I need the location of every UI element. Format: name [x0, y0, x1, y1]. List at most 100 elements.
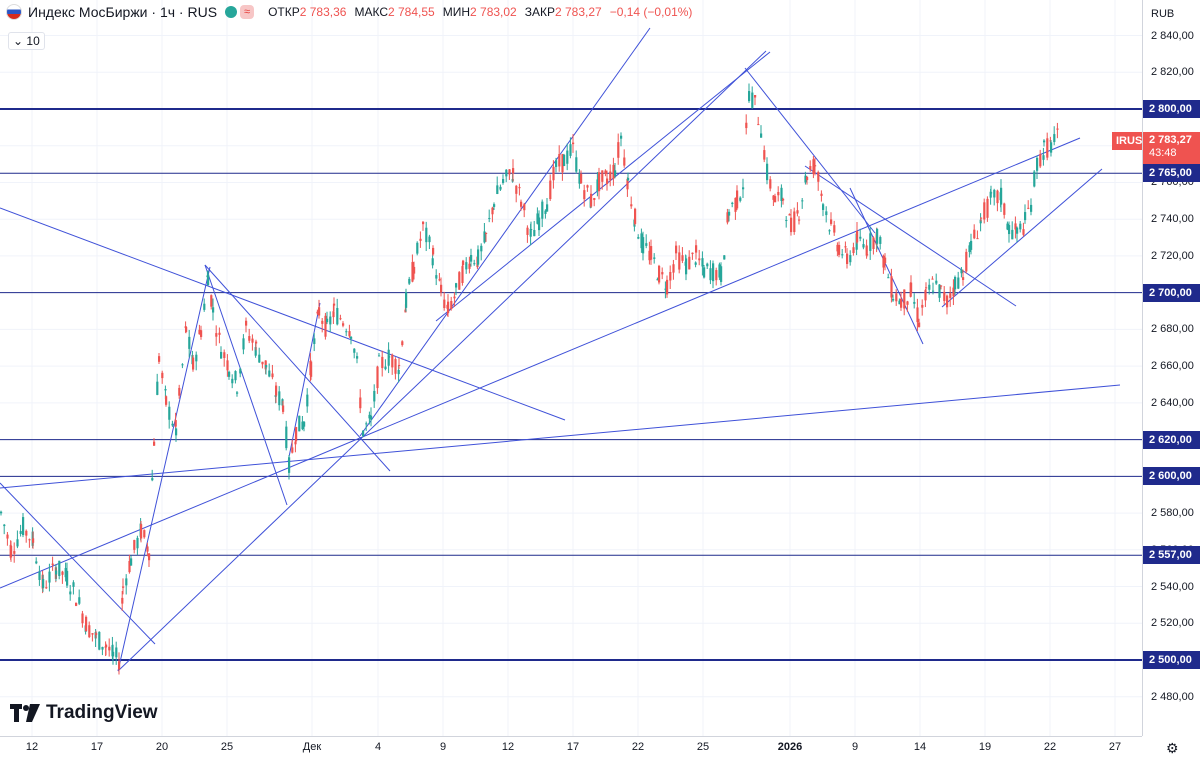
trend-line[interactable]	[849, 187, 924, 345]
candle-body	[1024, 212, 1027, 221]
price-chart[interactable]	[0, 0, 1142, 736]
candle-body	[1003, 203, 1006, 215]
candle-body	[248, 336, 251, 341]
candle-body	[688, 256, 691, 270]
candle-body	[165, 396, 168, 405]
market-status-icon[interactable]	[225, 6, 238, 18]
candle-body	[575, 157, 578, 172]
level-label: 2 600,00	[1143, 467, 1200, 486]
candle-body	[935, 280, 938, 284]
candle-body	[766, 163, 769, 181]
candle-body	[195, 354, 198, 362]
candle-body	[362, 430, 365, 436]
trend-line[interactable]	[435, 51, 771, 322]
candle-body	[156, 381, 159, 395]
tradingview-logo[interactable]: TradingView	[10, 702, 158, 724]
candle-body	[122, 586, 125, 588]
candle-body	[736, 190, 739, 209]
candle-body	[192, 357, 195, 370]
time-tick-label: 19	[978, 741, 992, 753]
time-tick-label: 22	[631, 741, 645, 753]
candle-body	[526, 227, 529, 235]
candle-body	[642, 237, 645, 254]
trend-line[interactable]	[804, 165, 1017, 307]
candle-body	[698, 258, 701, 261]
candle-body	[285, 426, 288, 449]
candle-body	[774, 196, 777, 203]
delay-badge[interactable]: ≈	[240, 5, 255, 19]
candle-body	[95, 633, 98, 635]
candle-body	[485, 232, 488, 234]
candle-body	[158, 356, 161, 362]
candle-body	[681, 255, 684, 261]
trend-line[interactable]	[0, 384, 1121, 489]
candle-body	[215, 333, 218, 337]
trend-line[interactable]	[287, 302, 321, 463]
trend-line[interactable]	[0, 137, 1081, 589]
candle-body	[333, 303, 336, 306]
candle-body	[726, 212, 729, 223]
candle-body	[596, 179, 599, 192]
candle-body	[536, 213, 539, 224]
candle-body	[990, 192, 993, 194]
candle-body	[496, 185, 499, 195]
candle-body	[359, 397, 362, 409]
candle-body	[943, 291, 946, 301]
trend-line[interactable]	[0, 207, 566, 421]
currency-label[interactable]: RUB	[1151, 8, 1175, 20]
trend-line[interactable]	[117, 50, 767, 672]
trend-line[interactable]	[941, 168, 1103, 308]
candle-body	[491, 207, 494, 215]
candle-body	[678, 252, 681, 270]
indicator-toggle[interactable]: ⌄ 10	[8, 32, 45, 50]
candle-body	[443, 299, 446, 309]
time-scale[interactable]: 12 17 20 25 Дек 4 9 12 17 22 25 2026 9 14 19 22 27 ⚙	[0, 736, 1179, 759]
trend-line[interactable]	[117, 266, 211, 672]
candle-body	[294, 441, 297, 445]
candle-body	[828, 230, 831, 232]
candle-body	[869, 233, 872, 251]
symbol-title[interactable]: Индекс МосБиржи · 1ч · RUS	[28, 4, 218, 20]
candle-body	[1043, 140, 1046, 143]
trend-line[interactable]	[0, 482, 156, 645]
close-value: 2 783,27	[554, 5, 602, 19]
candle-body	[75, 603, 78, 606]
candle-body	[450, 300, 453, 310]
candle-body	[251, 338, 254, 343]
candle-body	[931, 278, 934, 280]
candle-body	[751, 92, 754, 108]
candle-body	[520, 201, 523, 207]
candle-body	[637, 237, 640, 239]
candle-body	[900, 298, 903, 308]
settings-gear-icon[interactable]: ⚙	[1166, 740, 1179, 756]
candle-body	[261, 361, 264, 365]
candle-body	[960, 269, 963, 274]
candle-body	[1022, 229, 1025, 235]
price-tick-label: 2 720,00	[1151, 249, 1194, 262]
candle-body	[986, 198, 989, 218]
trend-line[interactable]	[204, 264, 288, 506]
candle-body	[541, 201, 544, 219]
chart-area[interactable]: Индекс МосБиржи · 1ч · RUS ≈ ОТКР 2 783,3…	[0, 0, 1147, 736]
candle-body	[887, 277, 890, 279]
candle-body	[601, 170, 604, 182]
candle-body	[604, 170, 607, 174]
candle-body	[720, 266, 723, 282]
candle-body	[1050, 142, 1053, 153]
trend-line[interactable]	[204, 264, 391, 472]
trend-line[interactable]	[359, 27, 651, 437]
trend-line[interactable]	[744, 67, 876, 234]
candle-body	[125, 578, 128, 586]
price-scale[interactable]: RUB 2 480,002 500,002 520,002 540,002 56…	[1142, 0, 1200, 736]
candle-body	[1030, 204, 1033, 212]
candle-body	[431, 258, 434, 266]
candle-body	[772, 195, 775, 200]
candle-body	[973, 229, 976, 239]
candle-body	[223, 352, 226, 358]
time-tick-label: 20	[155, 741, 169, 753]
candle-body	[310, 361, 313, 377]
candle-body	[6, 534, 9, 539]
candle-body	[979, 219, 982, 224]
candle-body	[694, 262, 697, 265]
candle-body	[925, 287, 928, 289]
